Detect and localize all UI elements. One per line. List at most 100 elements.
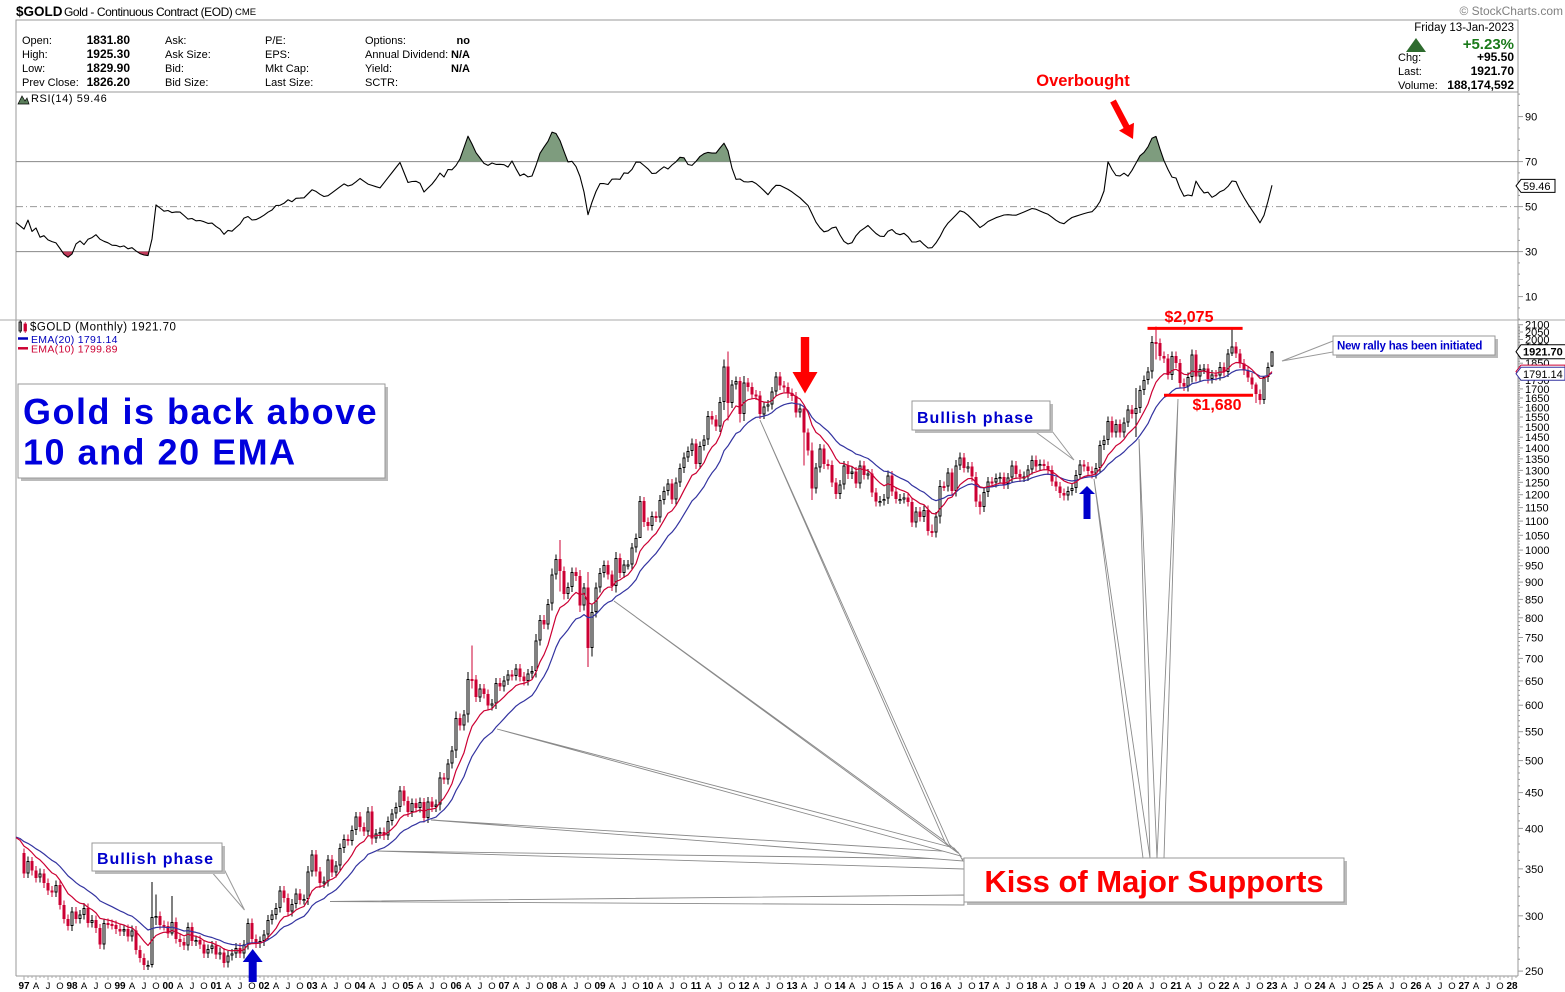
svg-text:O: O [344,981,351,992]
svg-text:900: 900 [1525,577,1543,589]
svg-text:O: O [104,981,111,992]
svg-text:J: J [574,981,579,992]
svg-text:21: 21 [1170,981,1182,992]
svg-text:99: 99 [114,981,126,992]
svg-text:18: 18 [1026,981,1038,992]
svg-text:CME: CME [235,7,256,18]
svg-text:Kiss of Major Supports: Kiss of Major Supports [984,864,1323,899]
svg-text:1000: 1000 [1525,545,1549,557]
svg-text:1150: 1150 [1525,503,1549,515]
svg-text:10 and 20 EMA: 10 and 20 EMA [23,432,297,473]
svg-text:A: A [1329,981,1336,992]
svg-text:1921.70: 1921.70 [1523,347,1563,359]
svg-text:A: A [321,981,328,992]
svg-text:Open:: Open: [22,35,52,47]
svg-text:J: J [1390,981,1395,992]
svg-text:$2,075: $2,075 [1165,309,1214,326]
svg-text:+5.23%: +5.23% [1463,36,1514,53]
svg-text:Last Size:: Last Size: [265,77,313,89]
svg-text:N/A: N/A [451,63,470,75]
svg-text:04: 04 [354,981,366,992]
svg-text:Chg:: Chg: [1398,52,1421,64]
svg-text:98: 98 [66,981,78,992]
svg-text:J: J [814,981,819,992]
svg-text:N/A: N/A [451,49,470,61]
svg-text:Ask:: Ask: [165,35,186,47]
svg-text:O: O [1112,981,1119,992]
svg-text:17: 17 [978,981,990,992]
svg-text:O: O [1256,981,1263,992]
svg-text:950: 950 [1525,561,1543,573]
svg-text:J: J [190,981,195,992]
svg-text:19: 19 [1074,981,1086,992]
svg-text:New rally has been initiated: New rally has been initiated [1337,341,1482,353]
svg-text:A: A [993,981,1000,992]
svg-text:05: 05 [402,981,414,992]
svg-text:A: A [1089,981,1096,992]
svg-text:26: 26 [1410,981,1422,992]
svg-text:O: O [296,981,303,992]
svg-text:Ask Size:: Ask Size: [165,49,211,61]
svg-text:A: A [1137,981,1144,992]
svg-text:800: 800 [1525,613,1543,625]
svg-text:Last:: Last: [1398,66,1422,78]
svg-text:16: 16 [930,981,942,992]
svg-text:J: J [958,981,963,992]
svg-text:2100: 2100 [1525,320,1549,332]
svg-text:A: A [177,981,184,992]
svg-text:no: no [457,35,471,47]
svg-text:1600: 1600 [1525,402,1549,414]
svg-text:Volume:: Volume: [1398,80,1438,92]
svg-text:J: J [862,981,867,992]
svg-text:A: A [417,981,424,992]
svg-text:SCTR:: SCTR: [365,77,398,89]
svg-text:O: O [200,981,207,992]
svg-text:O: O [776,981,783,992]
svg-text:A: A [753,981,760,992]
svg-text:02: 02 [258,981,270,992]
svg-text:O: O [632,981,639,992]
svg-text:J: J [526,981,531,992]
svg-text:O: O [248,981,255,992]
svg-text:700: 700 [1525,653,1543,665]
svg-text:Overbought: Overbought [1036,72,1130,90]
svg-text:A: A [801,981,808,992]
svg-text:15: 15 [882,981,894,992]
svg-text:1921.70: 1921.70 [1471,64,1515,78]
svg-text:J: J [1006,981,1011,992]
svg-text:J: J [238,981,243,992]
svg-text:300: 300 [1525,911,1543,923]
svg-text:1925.30: 1925.30 [87,47,131,61]
svg-text:J: J [718,981,723,992]
svg-text:J: J [1246,981,1251,992]
svg-text:A: A [369,981,376,992]
svg-text:14: 14 [834,981,846,992]
svg-text:1050: 1050 [1525,530,1549,542]
svg-text:500: 500 [1525,756,1543,768]
svg-text:O: O [440,981,447,992]
svg-text:A: A [657,981,664,992]
svg-text:Annual Dividend:: Annual Dividend: [365,49,448,61]
svg-text:P/E:: P/E: [265,35,286,47]
svg-text:2050: 2050 [1525,327,1549,339]
svg-text:1350: 1350 [1525,454,1549,466]
svg-text:20: 20 [1122,981,1134,992]
svg-text:J: J [1198,981,1203,992]
svg-text:O: O [536,981,543,992]
svg-text:10: 10 [1525,292,1537,304]
svg-text:O: O [1496,981,1503,992]
svg-text:06: 06 [450,981,462,992]
svg-text:J: J [1294,981,1299,992]
svg-text:Yield:: Yield: [365,63,392,75]
svg-text:J: J [1150,981,1155,992]
svg-text:J: J [142,981,147,992]
svg-text:A: A [273,981,280,992]
svg-text:1826.20: 1826.20 [87,75,131,89]
svg-text:11: 11 [691,981,702,992]
svg-text:1650: 1650 [1525,393,1549,405]
svg-text:A: A [1425,981,1432,992]
svg-text:1200: 1200 [1525,490,1549,502]
svg-text:13: 13 [786,981,798,992]
svg-text:A: A [849,981,856,992]
svg-text:1250: 1250 [1525,477,1549,489]
